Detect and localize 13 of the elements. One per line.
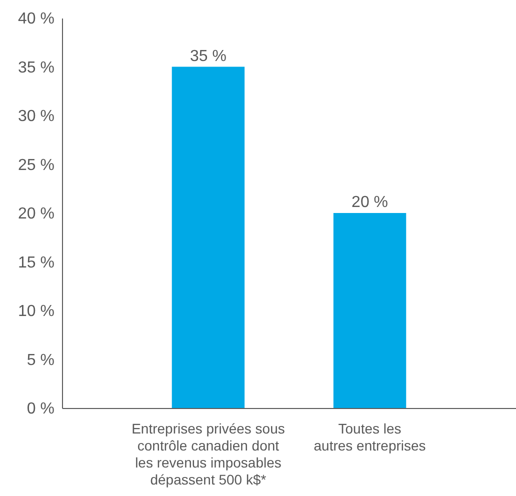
- y-tick-label: 20 %: [18, 206, 54, 222]
- y-tick-label: 30 %: [18, 108, 54, 125]
- y-tick-label: 25 %: [18, 156, 54, 174]
- y-tick-label: 0 %: [26, 400, 54, 418]
- data-label: 35 %: [190, 48, 226, 65]
- y-tick-label: 5 %: [26, 352, 54, 369]
- x-tick-label: Toutes les autres entreprises: [314, 420, 426, 454]
- data-label: 20 %: [352, 194, 388, 211]
- y-tick-label: 10 %: [18, 303, 54, 320]
- y-tick-label: 15 %: [18, 254, 54, 272]
- x-tick-label: Entreprises privées sous contrôle canadien dont les revenus imposables dépassent 500 k$*: [132, 420, 285, 488]
- y-tick-label: 40 %: [18, 10, 54, 28]
- y-tick-label: 35 %: [18, 59, 54, 76]
